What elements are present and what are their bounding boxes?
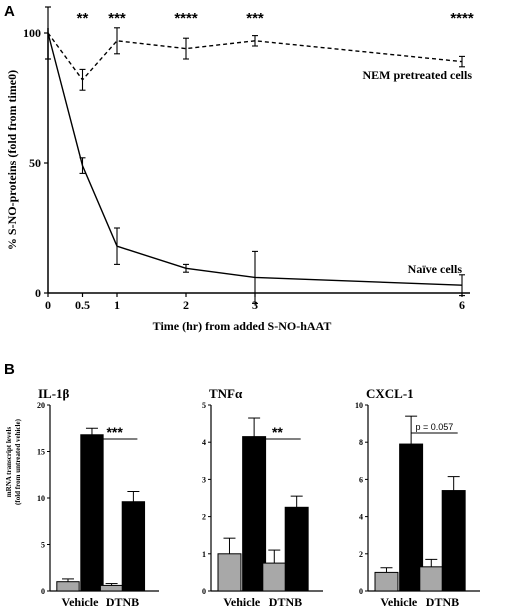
bar-cxcl1-vehicle-black <box>399 443 424 592</box>
y-tick-label-tnf: 4 <box>202 438 206 447</box>
y-tick-label-cxcl1: 10 <box>355 401 363 410</box>
annotation-nem: NEM pretreated cells <box>362 68 472 82</box>
bar-il1-vehicle-black <box>80 434 104 592</box>
significance-stars: **** <box>174 10 198 27</box>
panel-a-x-tick-label: 2 <box>183 298 189 312</box>
panel-a-x-axis-label: Time (hr) from added S-NO-hAAT <box>153 319 332 333</box>
bar-tnf-vehicle-black <box>242 436 267 592</box>
panel-a-y-axis-label: % S-NO-proteins (fold from time0) <box>5 70 19 250</box>
x-tick-label-tnf: DTNB <box>269 595 302 609</box>
x-tick-label-cxcl1: DTNB <box>426 595 459 609</box>
x-tick-label-il1: Vehicle <box>62 595 100 609</box>
y-tick-label-tnf: 5 <box>202 401 206 410</box>
significance-label-tnf: ** <box>272 424 283 440</box>
y-tick-label-il1: 10 <box>37 494 45 503</box>
significance-label-il1: *** <box>106 424 123 440</box>
panel-a-y-tick-label: 100 <box>23 26 41 40</box>
y-tick-label-il1: 5 <box>41 541 45 550</box>
panel-a-x-tick-label: 0 <box>45 298 51 312</box>
y-tick-label-tnf: 0 <box>202 587 206 596</box>
bar-cxcl1-dtnb-grey <box>419 566 444 592</box>
series-line-naive <box>47 32 463 286</box>
significance-stars: *** <box>246 10 264 27</box>
y-tick-label-cxcl1: 4 <box>359 513 363 522</box>
panel-b-y-axis-label-line1: mRNA transcript levels <box>5 427 13 498</box>
panel-a-label: A <box>4 3 15 20</box>
panel-a-y-tick-label: 50 <box>29 156 41 170</box>
y-tick-label-cxcl1: 6 <box>359 475 363 484</box>
y-tick-label-cxcl1: 2 <box>359 550 363 559</box>
panel-a-y-tick-label: 0 <box>35 286 41 300</box>
annotation-naive: Naïve cells <box>408 262 463 276</box>
bar-il1-vehicle-grey <box>56 581 80 592</box>
chart-title-cxcl1: CXCL-1 <box>366 386 414 401</box>
y-tick-label-tnf: 2 <box>202 513 206 522</box>
bar-tnf-dtnb-grey <box>262 562 287 592</box>
significance-stars: **** <box>450 10 474 27</box>
significance-label-cxcl1: p = 0.057 <box>416 422 454 432</box>
y-tick-label-tnf: 3 <box>202 475 206 484</box>
panel-a-x-tick-label: 0.5 <box>75 298 90 312</box>
significance-stars: *** <box>108 10 126 27</box>
bar-cxcl1-vehicle-grey <box>374 571 399 592</box>
x-tick-label-tnf: Vehicle <box>223 595 261 609</box>
significance-stars: ** <box>77 10 89 27</box>
panel-a-x-tick-label: 6 <box>459 298 465 312</box>
y-tick-label-il1: 15 <box>37 448 45 457</box>
chart-title-tnf: TNFα <box>209 386 243 401</box>
bar-il1-dtnb-grey <box>99 584 124 592</box>
series-line-nem <box>47 32 463 81</box>
bar-il1-dtnb-black <box>121 501 146 592</box>
bar-tnf-vehicle-grey <box>217 553 242 592</box>
bar-cxcl1-dtnb-black <box>441 490 466 592</box>
panel-a-x-tick-label: 1 <box>114 298 120 312</box>
x-tick-label-il1: DTNB <box>106 595 139 609</box>
panel-b-label: B <box>4 361 15 378</box>
panel-a-x-tick-label: 3 <box>252 298 258 312</box>
y-tick-label-il1: 0 <box>41 587 45 596</box>
chart-title-il1: IL-1β <box>38 386 70 401</box>
x-tick-label-cxcl1: Vehicle <box>380 595 418 609</box>
panel-b-y-axis-label-line2: (fold from untreated vehicle) <box>14 418 22 505</box>
y-tick-label-il1: 20 <box>37 401 45 410</box>
bar-tnf-dtnb-black <box>284 506 309 592</box>
y-tick-label-cxcl1: 8 <box>359 438 363 447</box>
y-tick-label-tnf: 1 <box>202 550 206 559</box>
y-tick-label-cxcl1: 0 <box>359 587 363 596</box>
